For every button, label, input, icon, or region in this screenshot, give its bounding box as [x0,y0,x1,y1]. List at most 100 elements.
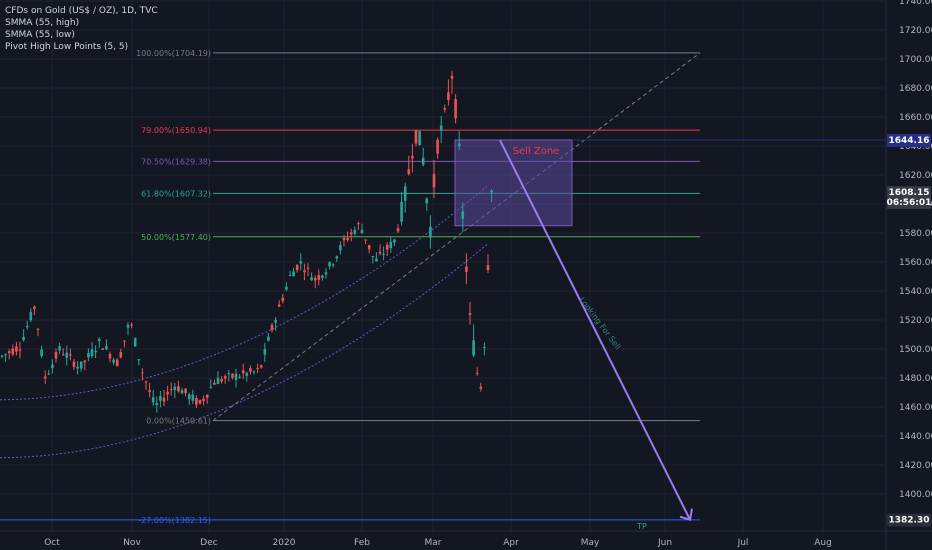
dashed-trendline[interactable] [212,52,701,422]
fib-level-label: 100.00%(1704.19) [136,49,211,58]
target-label: TP [636,522,647,531]
candle-body [295,264,299,271]
candle-body [148,390,151,392]
candle-body [220,378,223,382]
candle-body [97,339,101,342]
price-badge-label: 1382.30 [889,516,930,526]
candle-body [331,264,335,266]
candle-body [15,346,18,352]
candle-body [108,353,112,359]
y-tick-label: 1560.00 [899,258,932,268]
smma-high-line [0,185,489,401]
x-tick-label: May [581,538,600,548]
candle-body [335,256,339,259]
price-badge [887,513,931,527]
x-tick-label: Feb [354,538,370,548]
fib-level-label: 50.00%(1577.40) [141,233,211,242]
candle-body [33,306,36,309]
fib-level-label: 70.50%(1629.38) [141,157,211,166]
candle-body [274,319,277,323]
y-tick-label: 1660.00 [899,113,932,123]
candle-body [184,388,187,394]
candle-body [7,351,11,354]
candle-body [371,255,375,258]
candle-body [241,370,245,374]
candle-body [195,398,198,405]
candle-body [144,381,148,383]
price-badge-label: 06:56:01 [887,198,932,208]
candle-body [43,376,47,379]
candle-body [375,258,378,262]
candle-body [310,277,313,281]
y-tick-label: 1680.00 [899,84,932,94]
candle-body [378,251,382,254]
symbol-title[interactable]: CFDs on Gold (US$ / OZ), 1D, TVC [5,6,158,16]
candle-body [245,372,249,376]
candle-body [439,125,443,131]
sell-zone[interactable]: Sell Zone [454,139,886,227]
candle-body [357,223,360,225]
candle-body [126,324,130,328]
candle-body [313,277,317,281]
candle-body [83,360,87,363]
candle-body [130,324,133,326]
y-tick-label: 1540.00 [899,287,932,297]
candle-body [51,364,54,369]
candle-body [321,275,324,278]
candle-body [429,226,432,238]
candle-body [475,372,479,374]
candle-body [303,270,306,273]
candle-body [349,232,353,235]
candle-body [411,155,414,159]
candle-body [436,139,439,154]
candle-body [443,108,447,110]
candle-body [137,359,141,361]
indicator-smma-high[interactable]: SMMA (55, high) [5,18,80,28]
candle-body [364,239,367,241]
indicator-pivots[interactable]: Pivot High Low Points (5, 5) [5,42,129,52]
candle-body [216,377,220,384]
candle-body [36,328,40,330]
candle-body [79,361,83,369]
candle-body [281,297,285,301]
candle-body [29,311,33,321]
candle-body [461,211,465,219]
candle-body [432,174,436,188]
candle-body [169,389,173,391]
candle-body [450,75,454,79]
y-tick-label: 1640.00 [899,142,932,152]
candle-body [69,354,72,356]
fib-level-label: -27.00%(1382.15) [138,516,211,525]
candle-body [4,354,7,356]
price-badge-label: 1644.16 [889,136,930,146]
candle-body [353,229,357,234]
candle-body [40,349,43,357]
y-tick-label: 1720.00 [899,26,932,36]
candle-body [418,130,421,146]
smma-low-line [0,243,489,459]
candle-body [18,349,22,351]
sell-zone-box[interactable] [454,139,573,227]
candle-body [187,394,191,400]
candle-body [407,169,411,175]
projection-arrow-line[interactable] [499,139,691,521]
y-tick-label: 1440.00 [899,432,932,442]
indicator-smma-low[interactable]: SMMA (55, low) [5,30,75,40]
candle-body [342,238,346,241]
candle-body [205,394,209,398]
candle-body [151,397,155,403]
candle-body [227,373,231,375]
candle-body [177,386,180,392]
price-badge-label: 1608.15 [889,188,930,198]
candle-body [472,340,475,356]
candle-body [191,394,195,401]
candle-body [328,262,331,267]
candle-body [162,397,166,402]
candle-body [396,228,400,232]
candle-body [468,313,472,315]
y-tick-label: 1740.00 [899,0,932,7]
candle-body [339,245,342,251]
candle-body [22,336,25,341]
